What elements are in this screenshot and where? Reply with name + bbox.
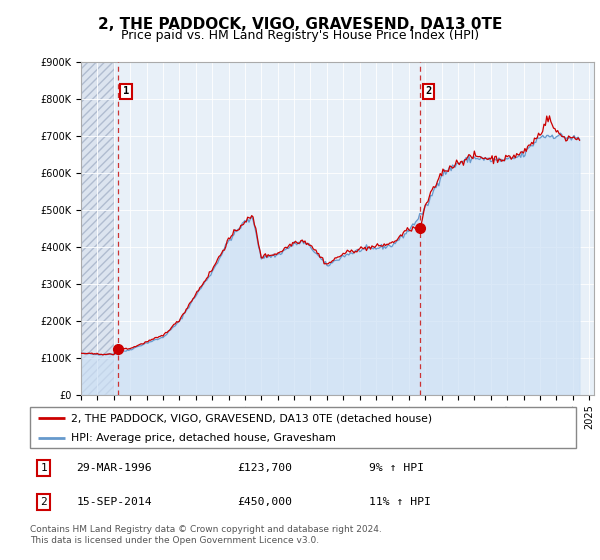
Text: 15-SEP-2014: 15-SEP-2014 [76, 497, 152, 507]
Text: 11% ↑ HPI: 11% ↑ HPI [368, 497, 430, 507]
FancyBboxPatch shape [30, 407, 576, 448]
Text: 1: 1 [40, 463, 47, 473]
Text: 2: 2 [425, 86, 431, 96]
Text: HPI: Average price, detached house, Gravesham: HPI: Average price, detached house, Grav… [71, 433, 336, 443]
Text: 1: 1 [123, 86, 129, 96]
Text: £450,000: £450,000 [238, 497, 292, 507]
Bar [81, 62, 114, 395]
Text: 2, THE PADDOCK, VIGO, GRAVESEND, DA13 0TE: 2, THE PADDOCK, VIGO, GRAVESEND, DA13 0T… [98, 17, 502, 32]
Text: Contains HM Land Registry data © Crown copyright and database right 2024.
This d: Contains HM Land Registry data © Crown c… [30, 525, 382, 545]
Text: 2, THE PADDOCK, VIGO, GRAVESEND, DA13 0TE (detached house): 2, THE PADDOCK, VIGO, GRAVESEND, DA13 0T… [71, 413, 432, 423]
Text: £123,700: £123,700 [238, 463, 292, 473]
Text: 9% ↑ HPI: 9% ↑ HPI [368, 463, 424, 473]
Text: 2: 2 [40, 497, 47, 507]
Text: 29-MAR-1996: 29-MAR-1996 [76, 463, 152, 473]
Text: Price paid vs. HM Land Registry's House Price Index (HPI): Price paid vs. HM Land Registry's House … [121, 29, 479, 42]
